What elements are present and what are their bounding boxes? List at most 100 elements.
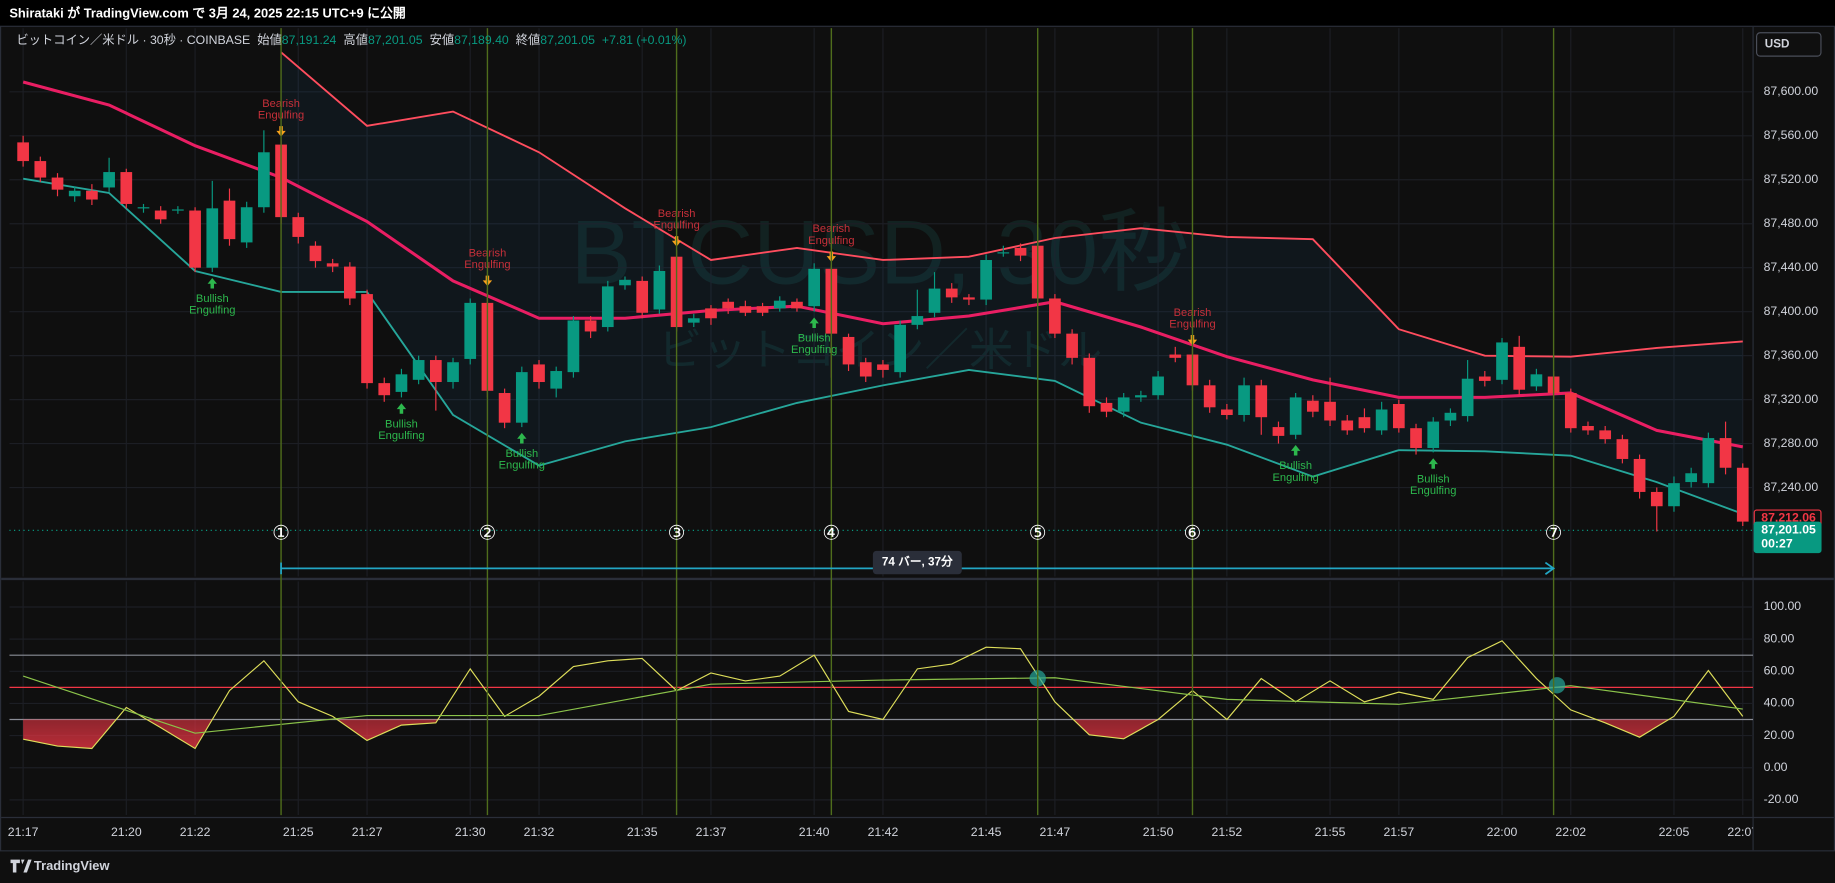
- y-tick-label: 87,480.00: [1764, 216, 1819, 230]
- candle-body: [1307, 400, 1319, 412]
- signal-label-line: Engulfing: [791, 344, 837, 356]
- y-tick-label: 80.00: [1764, 631, 1795, 645]
- candle-body: [928, 288, 941, 313]
- marker-label: ③: [668, 523, 686, 545]
- candle-body: [258, 152, 270, 208]
- measure-arrow: [1544, 561, 1556, 575]
- candle-body: [584, 320, 597, 332]
- candle-body: [1238, 385, 1250, 415]
- candle-body: [877, 364, 889, 370]
- time-axis: 21:17 21:20 21:22 21:25 21:27 21:30 21:32 21:35…: [8, 825, 1753, 839]
- candle-body: [1599, 430, 1612, 440]
- signal-label: Bullish Engulfing: [189, 293, 235, 317]
- candle-body: [1375, 409, 1388, 431]
- x-tick-label: 21:17: [8, 825, 39, 839]
- signal-label-line: Bullish: [505, 448, 538, 460]
- candle-body: [894, 324, 906, 373]
- marker-label: ①: [272, 523, 290, 545]
- y-tick-label: 60.00: [1764, 664, 1795, 678]
- candle-body: [1014, 247, 1027, 256]
- candle-body: [567, 320, 580, 373]
- candle-body: [68, 190, 81, 197]
- legend-field-value: 87,201.05: [368, 33, 423, 47]
- x-tick-label: 21:22: [180, 825, 211, 839]
- candle-body: [791, 301, 803, 309]
- y-tick-label: -20.00: [1764, 792, 1799, 806]
- signal-label: Bullish Engulfing: [1410, 473, 1456, 497]
- currency-button[interactable]: [1756, 32, 1822, 57]
- y-tick-label: 87,320.00: [1764, 392, 1819, 406]
- y-tick-label: 87,400.00: [1764, 304, 1819, 318]
- x-tick-label: 21:50: [1143, 825, 1174, 839]
- candle-body: [137, 207, 150, 209]
- marker-label: ②: [479, 523, 497, 545]
- candle-body: [980, 260, 992, 300]
- candle-body: [1135, 395, 1147, 398]
- brand-name: TradingView: [34, 858, 111, 873]
- x-tick-label: 21:45: [971, 825, 1002, 839]
- candle-body: [1564, 393, 1577, 429]
- x-tick-label: 21:20: [111, 825, 142, 839]
- x-tick-label: 22:02: [1555, 825, 1586, 839]
- marker-label: ⑦: [1545, 523, 1563, 545]
- candle-body: [1341, 420, 1354, 431]
- candle-body: [1719, 438, 1732, 468]
- candle-body: [1358, 417, 1371, 429]
- candle-body: [515, 372, 528, 423]
- legend-field-label: 終値: [516, 32, 541, 47]
- candle-body: [51, 177, 64, 190]
- x-tick-label: 21:40: [799, 825, 830, 839]
- measure-label: 74 バー, 37分: [882, 555, 953, 569]
- x-tick-label: 21:37: [696, 825, 727, 839]
- signal-label-line: Engulfing: [499, 460, 545, 472]
- candle-body: [911, 316, 924, 325]
- candle-body: [172, 209, 184, 211]
- candle-body: [705, 308, 717, 319]
- y-tick-label: 87,440.00: [1764, 260, 1819, 274]
- price-tag-label: 87,212.06: [1761, 511, 1816, 525]
- candle-body: [1272, 427, 1285, 436]
- signal-label-line: Engulfing: [1410, 485, 1456, 497]
- candle-body: [1668, 483, 1680, 507]
- candle-body: [326, 263, 339, 267]
- candle-body: [1169, 354, 1182, 358]
- legend-symbol: ビットコイン／米ドル · 30秒 · COINBASE: [16, 33, 250, 47]
- candle-body: [1410, 428, 1422, 448]
- candle-body: [1685, 473, 1698, 483]
- y-tick-label: 87,280.00: [1764, 436, 1819, 450]
- price-tag-countdown: 00:27: [1761, 537, 1793, 551]
- legend-field-value: 87,191.24: [282, 33, 337, 47]
- footer: TradingView: [10, 858, 111, 873]
- candle-body: [361, 294, 373, 384]
- candle-body: [997, 252, 1010, 254]
- currency-label: USD: [1765, 38, 1790, 51]
- legend-field-value: 87,189.40: [454, 33, 509, 47]
- candle-body: [1049, 298, 1061, 334]
- signal-label: Bullish Engulfing: [791, 333, 837, 357]
- candle-body: [447, 362, 459, 383]
- candle-body: [653, 270, 666, 310]
- price-tag-label: 87,201.05: [1761, 523, 1816, 537]
- candle-body: [1324, 401, 1336, 421]
- signal-label-line: Bullish: [1417, 473, 1450, 485]
- x-tick-label: 21:35: [627, 825, 658, 839]
- header-bar: [0, 0, 1835, 26]
- signal-arrow: [517, 432, 527, 444]
- candle-body: [636, 280, 649, 313]
- indicator-line: [22, 675, 1743, 734]
- candle-body: [189, 210, 201, 268]
- band-line: [22, 80, 1744, 449]
- candle-body: [498, 393, 511, 423]
- candle-body: [395, 374, 408, 392]
- legend: ビットコイン／米ドル · 30秒 · COINBASE 始値87,191.24 高値…: [16, 32, 686, 47]
- candle-body: [412, 360, 425, 380]
- candle-body: [1616, 439, 1629, 459]
- cross-marker: [1548, 677, 1566, 694]
- signal-label-line: Bullish: [385, 418, 418, 430]
- measure-label-box: [872, 550, 962, 575]
- candle-body: [533, 364, 545, 383]
- x-tick-label: 21:32: [524, 825, 555, 839]
- x-tick-label: 21:57: [1383, 825, 1414, 839]
